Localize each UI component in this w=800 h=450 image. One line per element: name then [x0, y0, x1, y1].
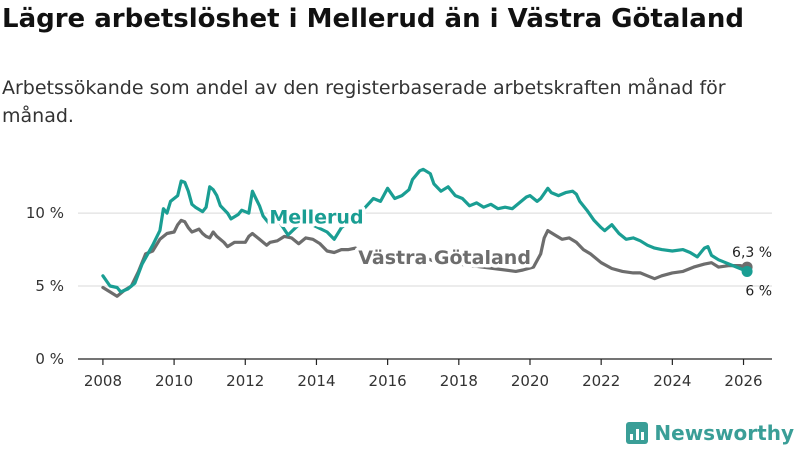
bar-chart-logo-icon	[626, 422, 649, 444]
series-label-halo-mellerud: Mellerud	[269, 206, 363, 228]
page-title: Lägre arbetslöshet i Mellerud än i Västr…	[2, 4, 744, 34]
brand-name: Newsworthy	[654, 421, 794, 445]
x-tick-label: 2014	[297, 372, 335, 390]
y-tick-label: 0 %	[35, 350, 64, 368]
x-tick-label: 2022	[582, 372, 620, 390]
series-label-halo-vastra-gotaland: Västra Götaland	[358, 247, 531, 269]
y-tick-label: 10 %	[26, 204, 64, 222]
series-label-vastra-gotaland: Västra Götaland	[358, 247, 531, 269]
y-tick-label: 5 %	[35, 277, 64, 295]
x-tick-label: 2018	[440, 372, 478, 390]
series-line-vastra-gotaland	[101, 218, 749, 298]
end-point-mellerud	[741, 265, 753, 277]
grid-layer: 0 % 5 % 10 % 2008 2010 2012 2014 2016 2018 2020 20…	[26, 204, 772, 390]
series-line-mellerud	[101, 167, 749, 294]
x-tick-label: 2012	[226, 372, 264, 390]
x-tick-label: 2016	[369, 372, 407, 390]
end-label-mellerud: 6 %	[745, 283, 772, 299]
chart-subtitle: Arbetssökande som andel av den registerb…	[2, 77, 726, 127]
series-layer	[101, 167, 753, 298]
x-tick-label: 2010	[155, 372, 193, 390]
x-tick-label: 2008	[84, 372, 122, 390]
x-tick-label: 2026	[724, 372, 762, 390]
series-label-mellerud: Mellerud	[269, 206, 363, 228]
x-tick-label: 2020	[511, 372, 549, 390]
x-tick-label: 2024	[653, 372, 691, 390]
end-label-vastra-gotaland: 6,3 %	[732, 245, 772, 261]
brand: Newsworthy	[626, 420, 794, 446]
